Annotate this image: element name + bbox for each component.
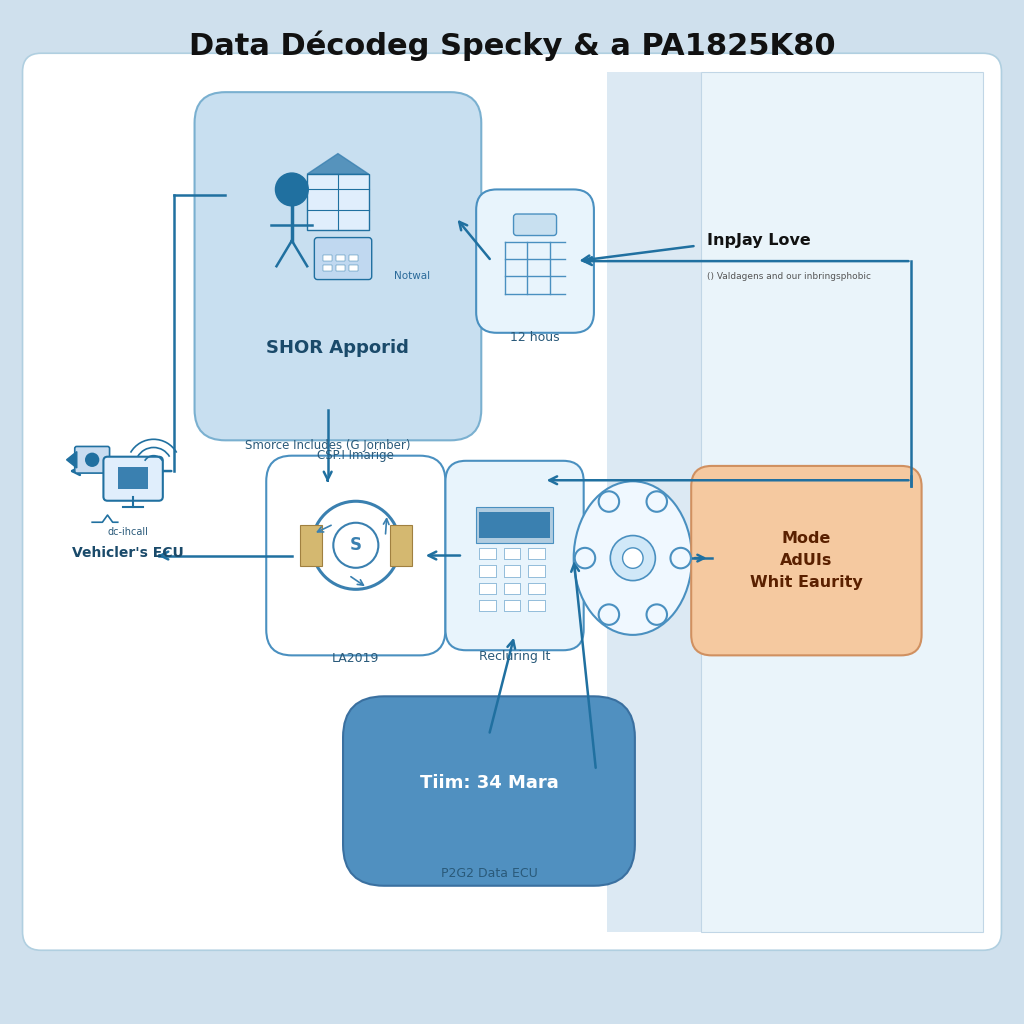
Text: Notwal: Notwal <box>394 271 430 282</box>
FancyBboxPatch shape <box>75 446 110 473</box>
Bar <box>323 265 332 271</box>
Text: P2G2 Data ECU: P2G2 Data ECU <box>440 867 538 880</box>
FancyBboxPatch shape <box>445 461 584 650</box>
Bar <box>479 600 496 611</box>
Polygon shape <box>307 154 369 174</box>
Circle shape <box>85 453 99 467</box>
Bar <box>701 72 983 932</box>
Bar <box>528 565 545 577</box>
Bar <box>479 548 496 559</box>
Bar <box>479 565 496 577</box>
Bar <box>528 583 545 594</box>
Bar <box>349 265 358 271</box>
Bar <box>504 565 520 577</box>
Bar <box>389 524 412 565</box>
Bar <box>299 524 322 565</box>
Circle shape <box>275 173 308 206</box>
Text: S: S <box>350 537 361 554</box>
Bar <box>476 507 553 543</box>
Bar <box>528 600 545 611</box>
Bar <box>607 72 701 932</box>
Bar <box>336 255 345 261</box>
Text: Tiim: 34 Mara: Tiim: 34 Mara <box>420 774 558 792</box>
Bar <box>504 548 520 559</box>
FancyBboxPatch shape <box>691 466 922 655</box>
Text: Data Décodeg Specky & a PA1825K80: Data Décodeg Specky & a PA1825K80 <box>188 31 836 61</box>
Bar <box>307 174 369 230</box>
FancyBboxPatch shape <box>476 189 594 333</box>
FancyBboxPatch shape <box>266 456 445 655</box>
Polygon shape <box>67 452 77 468</box>
Bar <box>479 512 550 538</box>
Text: Smorce Includes (G Jornber): Smorce Includes (G Jornber) <box>245 439 411 452</box>
Text: Vehicler's ECU: Vehicler's ECU <box>72 546 184 560</box>
FancyBboxPatch shape <box>195 92 481 440</box>
Bar <box>528 548 545 559</box>
FancyArrowPatch shape <box>694 555 705 561</box>
Text: LA2019: LA2019 <box>332 652 380 665</box>
FancyBboxPatch shape <box>23 53 1001 950</box>
Ellipse shape <box>573 481 692 635</box>
Text: Recluring It: Recluring It <box>479 650 550 663</box>
Bar <box>504 600 520 611</box>
Bar <box>349 255 358 261</box>
Bar <box>479 583 496 594</box>
Bar <box>323 255 332 261</box>
FancyBboxPatch shape <box>343 696 635 886</box>
Bar <box>118 467 148 489</box>
Bar <box>504 583 520 594</box>
Text: 12 hous: 12 hous <box>510 332 560 344</box>
Text: dc-ihcall: dc-ihcall <box>108 527 148 538</box>
Circle shape <box>623 548 643 568</box>
Text: SHOR Apporid: SHOR Apporid <box>266 339 410 357</box>
Bar <box>336 265 345 271</box>
Text: Mode
AdUIs
Whit Eaurity: Mode AdUIs Whit Eaurity <box>750 530 863 591</box>
Text: () Valdagens and our inbringsphobic: () Valdagens and our inbringsphobic <box>707 272 870 281</box>
Text: InpJay Love: InpJay Love <box>707 233 810 248</box>
Text: CSP.I Imarige: CSP.I Imarige <box>317 450 394 462</box>
FancyBboxPatch shape <box>513 214 557 236</box>
FancyBboxPatch shape <box>103 457 163 501</box>
FancyBboxPatch shape <box>314 238 372 280</box>
Circle shape <box>610 536 655 581</box>
